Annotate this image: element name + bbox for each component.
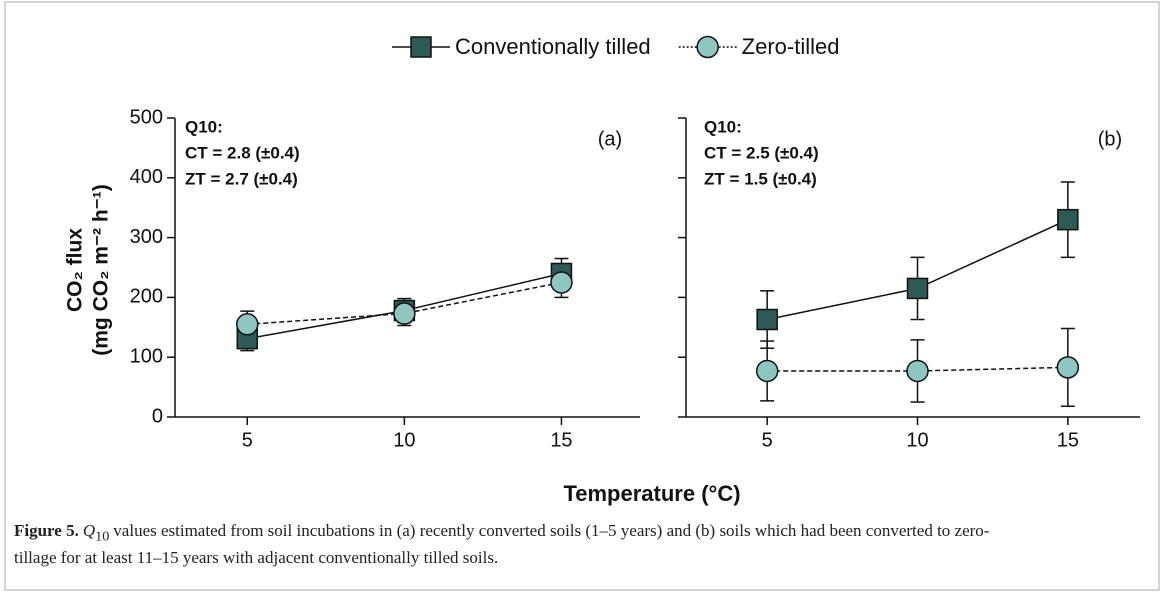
marker	[236, 313, 259, 336]
y-tick-label: 200	[130, 286, 163, 308]
series-line	[767, 366, 1068, 372]
x-tick-label: 10	[393, 429, 415, 451]
x-tick-label: 5	[242, 429, 253, 451]
x-tick-label: 15	[550, 429, 572, 451]
marker	[756, 308, 778, 331]
annotation: Q10:	[704, 117, 742, 136]
caption-text: values estimated from soil incubations i…	[14, 521, 990, 568]
caption-label: Figure 5.	[14, 521, 79, 540]
annotation: CT = 2.8 (±0.4)	[185, 143, 300, 162]
y-tick-label: 300	[130, 226, 163, 248]
y-axis-label: (mg CO₂ m⁻² h⁻¹)	[90, 184, 113, 355]
y-tick-label: 100	[130, 345, 163, 367]
x-tick-label: 5	[762, 429, 773, 451]
marker	[550, 271, 573, 294]
caption: Figure 5. Q10 values estimated from soil i…	[14, 520, 1014, 569]
annotation: CT = 2.5 (±0.4)	[704, 143, 819, 162]
caption-symbol: Q	[82, 521, 96, 540]
series-line	[247, 281, 562, 326]
x-tick-label: 10	[906, 429, 928, 451]
marker	[906, 277, 929, 300]
marker	[1057, 208, 1079, 231]
annotation: ZT = 2.7 (±0.4)	[185, 169, 298, 188]
legend-marker	[410, 36, 432, 58]
y-tick-label: 0	[152, 405, 163, 427]
panel-label: (a)	[598, 128, 622, 150]
marker	[393, 302, 416, 325]
y-axis-label: CO₂ flux	[64, 228, 87, 312]
annotation: ZT = 1.5 (±0.4)	[704, 169, 817, 188]
legend-marker	[696, 35, 719, 59]
x-tick-label: 15	[1057, 429, 1079, 451]
y-tick-label: 500	[130, 106, 163, 128]
frame	[4, 1, 1160, 591]
marker	[906, 359, 929, 383]
annotation: Q10:	[185, 117, 223, 136]
legend-label: Zero-tilled	[742, 34, 840, 59]
panel-label: (b)	[1098, 128, 1122, 150]
x-axis-label: Temperature (°C)	[563, 481, 740, 506]
caption-symbol-sub: 10	[95, 528, 110, 545]
y-tick-label: 400	[130, 166, 163, 188]
marker	[1056, 356, 1080, 379]
legend-label: Conventionally tilled	[455, 34, 651, 59]
marker	[755, 359, 779, 383]
